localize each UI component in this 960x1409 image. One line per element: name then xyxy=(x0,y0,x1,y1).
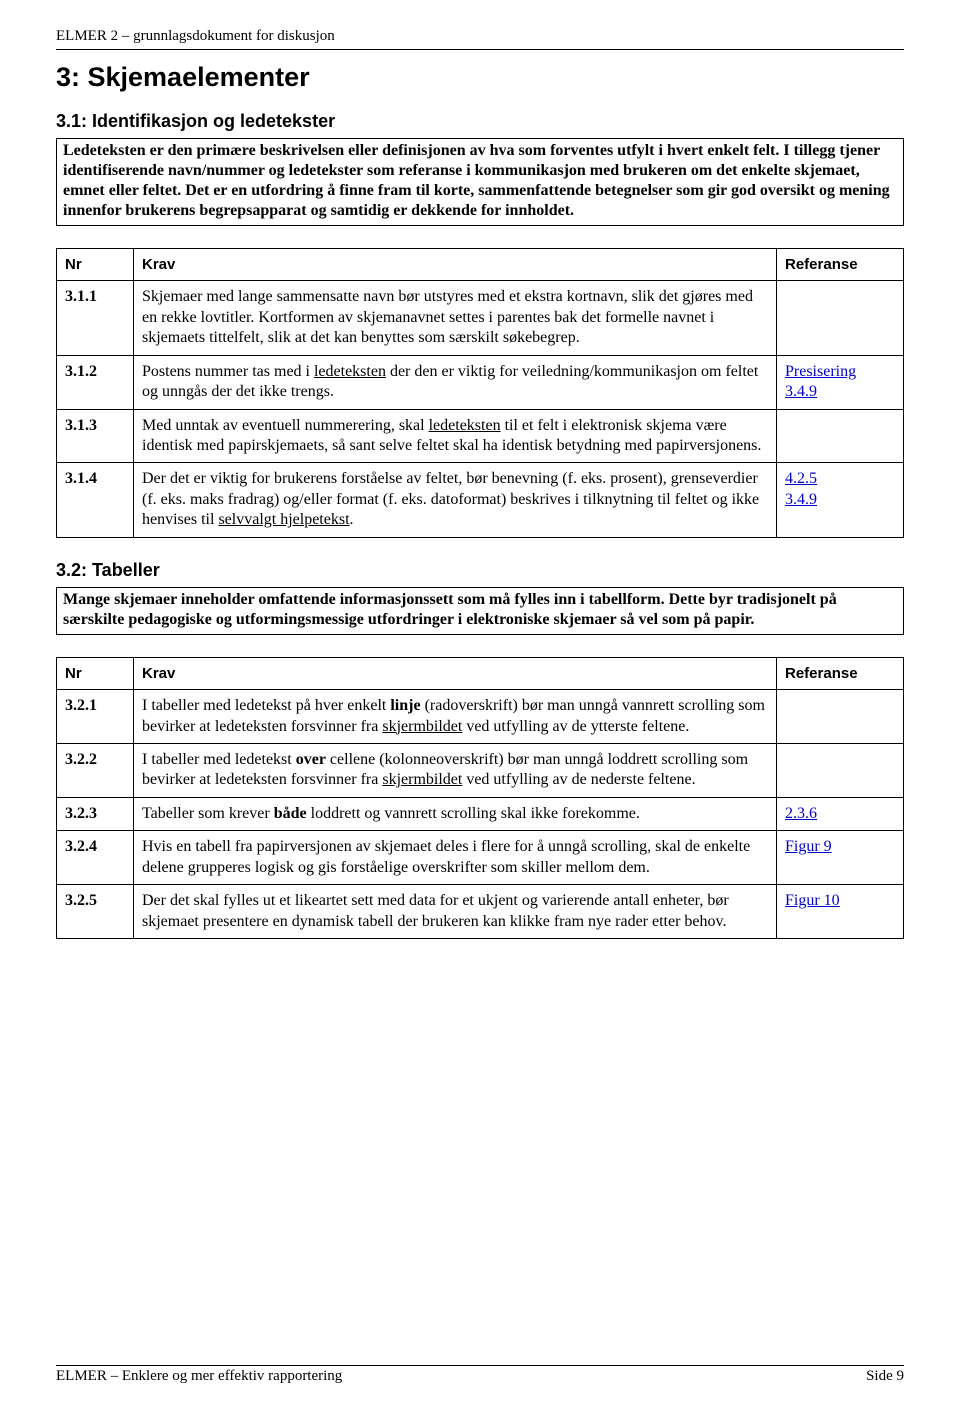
cell-ref: 4.2.5 3.4.9 xyxy=(777,463,904,537)
cell-krav: Tabeller som krever både loddrett og van… xyxy=(134,797,777,830)
cell-nr: 3.1.4 xyxy=(57,463,134,537)
cell-ref: 2.3.6 xyxy=(777,797,904,830)
cell-nr: 3.2.2 xyxy=(57,744,134,798)
table-row: 3.2.2 I tabeller med ledetekst over cell… xyxy=(57,744,904,798)
link-4-2-5[interactable]: 4.2.5 xyxy=(785,470,817,487)
link-3-4-9-b[interactable]: 3.4.9 xyxy=(785,491,817,508)
intro-text: Mange skjemaer inneholder omfattende inf… xyxy=(63,590,897,630)
table-row: 3.2.5 Der det skal fylles ut et likearte… xyxy=(57,885,904,939)
cell-krav: Med unntak av eventuell nummerering, ska… xyxy=(134,409,777,463)
cell-krav: I tabeller med ledetekst over cellene (k… xyxy=(134,744,777,798)
table-header-row: Nr Krav Referanse xyxy=(57,249,904,281)
subsection-3-1-intro: Ledeteksten er den primære beskrivelsen … xyxy=(56,138,904,226)
cell-nr: 3.2.5 xyxy=(57,885,134,939)
col-krav: Krav xyxy=(134,657,777,689)
cell-nr: 3.2.1 xyxy=(57,690,134,744)
table-row: 3.2.4 Hvis en tabell fra papirversjonen … xyxy=(57,831,904,885)
col-krav: Krav xyxy=(134,249,777,281)
subsection-3-2-intro: Mange skjemaer inneholder omfattende inf… xyxy=(56,587,904,635)
cell-ref xyxy=(777,744,904,798)
table-row: 3.2.1 I tabeller med ledetekst på hver e… xyxy=(57,690,904,744)
section-title: 3: Skjemaelementer xyxy=(56,62,904,93)
footer-rule xyxy=(56,1365,904,1366)
table-row: 3.1.2 Postens nummer tas med i ledetekst… xyxy=(57,355,904,409)
cell-ref xyxy=(777,690,904,744)
link-figur-10[interactable]: Figur 10 xyxy=(785,892,840,909)
cell-ref xyxy=(777,409,904,463)
link-presisering[interactable]: Presisering xyxy=(785,363,856,380)
cell-krav: Postens nummer tas med i ledeteksten der… xyxy=(134,355,777,409)
link-figur-9[interactable]: Figur 9 xyxy=(785,838,832,855)
cell-ref: Figur 9 xyxy=(777,831,904,885)
cell-ref xyxy=(777,281,904,355)
table-row: 3.1.4 Der det er viktig for brukerens fo… xyxy=(57,463,904,537)
header-rule xyxy=(56,49,904,50)
link-2-3-6[interactable]: 2.3.6 xyxy=(785,805,817,822)
cell-nr: 3.1.3 xyxy=(57,409,134,463)
table-3-2: Nr Krav Referanse 3.2.1 I tabeller med l… xyxy=(56,657,904,939)
document-header: ELMER 2 – grunnlagsdokument for diskusjo… xyxy=(56,28,904,45)
cell-krav: Der det er viktig for brukerens forståel… xyxy=(134,463,777,537)
col-ref: Referanse xyxy=(777,249,904,281)
page-footer: ELMER – Enklere og mer effektiv rapporte… xyxy=(56,1365,904,1385)
table-row: 3.1.3 Med unntak av eventuell nummererin… xyxy=(57,409,904,463)
table-3-2-body: 3.2.1 I tabeller med ledetekst på hver e… xyxy=(57,690,904,939)
cell-nr: 3.2.4 xyxy=(57,831,134,885)
cell-krav: I tabeller med ledetekst på hver enkelt … xyxy=(134,690,777,744)
col-nr: Nr xyxy=(57,657,134,689)
cell-krav: Der det skal fylles ut et likeartet sett… xyxy=(134,885,777,939)
table-3-1: Nr Krav Referanse 3.1.1 Skjemaer med lan… xyxy=(56,248,904,538)
cell-ref: Presisering 3.4.9 xyxy=(777,355,904,409)
cell-nr: 3.1.2 xyxy=(57,355,134,409)
col-nr: Nr xyxy=(57,249,134,281)
link-3-4-9[interactable]: 3.4.9 xyxy=(785,383,817,400)
footer-left: ELMER – Enklere og mer effektiv rapporte… xyxy=(56,1368,342,1385)
footer-right: Side 9 xyxy=(866,1368,904,1385)
subsection-3-2-title: 3.2: Tabeller xyxy=(56,560,904,581)
table-row: 3.1.1 Skjemaer med lange sammensatte nav… xyxy=(57,281,904,355)
col-ref: Referanse xyxy=(777,657,904,689)
subsection-3-1-title: 3.1: Identifikasjon og ledetekster xyxy=(56,111,904,132)
cell-krav: Hvis en tabell fra papirversjonen av skj… xyxy=(134,831,777,885)
cell-ref: Figur 10 xyxy=(777,885,904,939)
intro-text: Ledeteksten er den primære beskrivelsen … xyxy=(63,141,897,221)
table-row: 3.2.3 Tabeller som krever både loddrett … xyxy=(57,797,904,830)
table-header-row: Nr Krav Referanse xyxy=(57,657,904,689)
table-3-1-body: 3.1.1 Skjemaer med lange sammensatte nav… xyxy=(57,281,904,538)
cell-krav: Skjemaer med lange sammensatte navn bør … xyxy=(134,281,777,355)
cell-nr: 3.2.3 xyxy=(57,797,134,830)
cell-nr: 3.1.1 xyxy=(57,281,134,355)
document-page: ELMER 2 – grunnlagsdokument for diskusjo… xyxy=(0,0,960,1409)
